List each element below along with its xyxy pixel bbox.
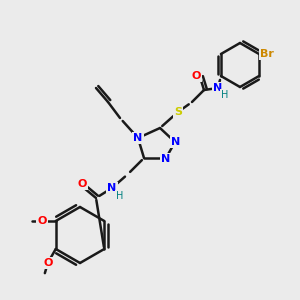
Text: O: O (37, 216, 46, 226)
Text: N: N (107, 183, 117, 193)
Text: N: N (161, 154, 171, 164)
Text: H: H (116, 191, 124, 201)
Text: O: O (191, 71, 201, 81)
Text: N: N (171, 137, 181, 147)
Text: O: O (77, 179, 87, 189)
Text: N: N (213, 83, 223, 93)
Text: O: O (43, 258, 52, 268)
Text: S: S (174, 107, 182, 117)
Text: Br: Br (260, 49, 274, 59)
Text: H: H (221, 90, 229, 100)
Text: N: N (134, 133, 142, 143)
